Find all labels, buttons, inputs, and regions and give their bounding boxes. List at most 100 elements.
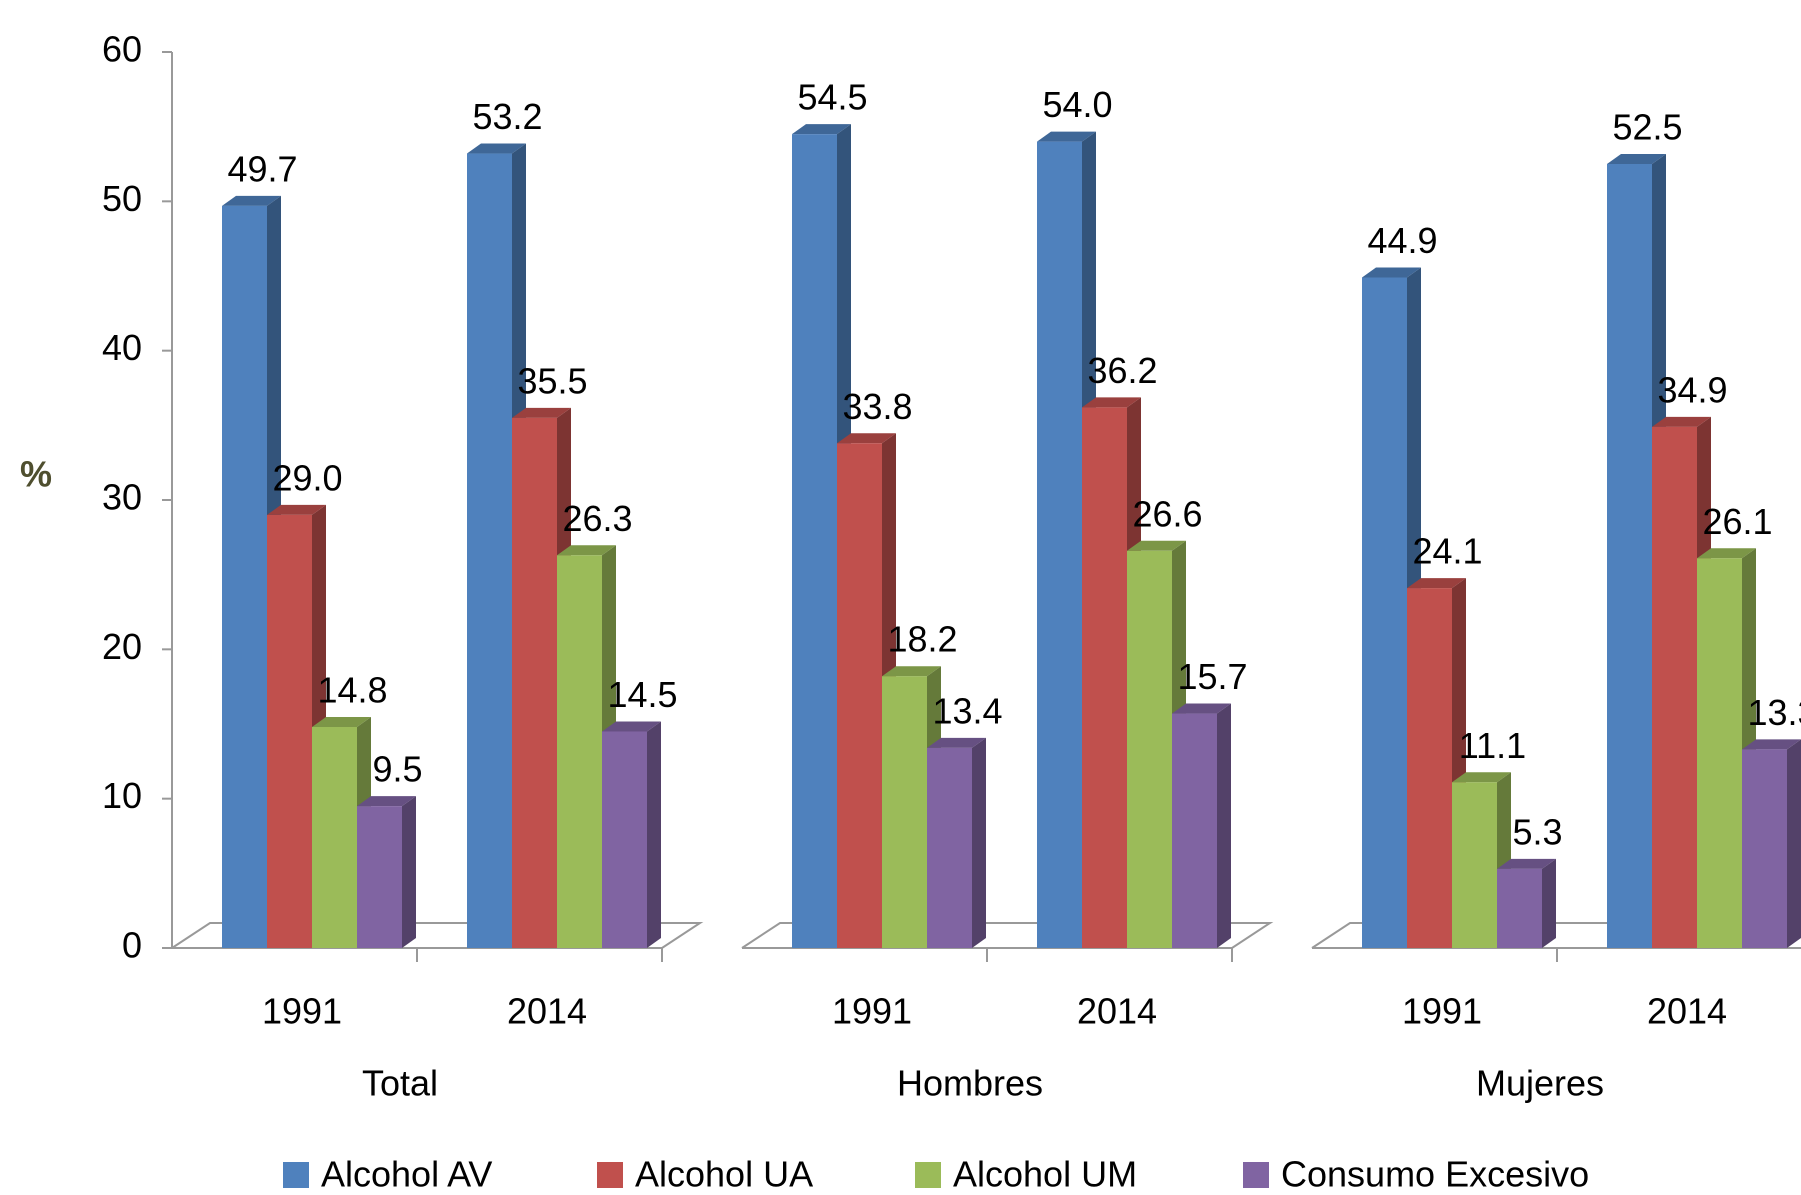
bar-side: [972, 737, 986, 948]
bar: [1497, 868, 1542, 948]
value-label: 29.0: [272, 457, 342, 498]
value-label: 9.5: [372, 749, 422, 790]
value-label: 36.2: [1087, 350, 1157, 391]
y-tick-label: 40: [102, 327, 142, 368]
bar-top: [467, 143, 526, 154]
y-tick-label: 30: [102, 477, 142, 518]
bar: [882, 676, 927, 948]
bar: [1607, 164, 1652, 948]
value-label: 14.5: [607, 674, 677, 715]
value-label: 11.1: [1459, 725, 1526, 766]
value-label: 49.7: [227, 148, 297, 189]
bar-top: [1037, 131, 1096, 142]
bar: [222, 205, 267, 948]
x-tick-label: 1991: [1402, 991, 1482, 1032]
bar: [1742, 749, 1787, 948]
bar-side: [1542, 858, 1556, 948]
bar: [792, 134, 837, 949]
bar-side: [402, 796, 416, 948]
value-label: 14.8: [317, 670, 387, 711]
bar: [312, 726, 357, 948]
legend-label: Alcohol UA: [635, 1154, 813, 1195]
value-label: 53.2: [472, 96, 542, 137]
bar: [602, 731, 647, 948]
legend-label: Alcohol AV: [321, 1154, 492, 1195]
bar-top: [927, 737, 986, 748]
y-tick-label: 60: [102, 29, 142, 70]
y-tick-label: 20: [102, 626, 142, 667]
value-label: 24.1: [1412, 531, 1482, 572]
bar-top: [1652, 416, 1711, 427]
value-label: 13.3: [1747, 692, 1801, 733]
bar: [1652, 426, 1697, 948]
value-label: 18.2: [887, 619, 957, 660]
x-tick-label: 2014: [1647, 991, 1727, 1032]
legend-swatch: [1243, 1162, 1269, 1188]
bar: [1697, 558, 1742, 948]
bar-top: [357, 796, 416, 807]
bar: [467, 153, 512, 949]
bar: [1452, 782, 1497, 948]
bar-top: [1697, 548, 1756, 559]
group-label: Mujeres: [1476, 1063, 1604, 1104]
bar-top: [1127, 540, 1186, 551]
bar-top: [512, 407, 571, 418]
bar-top: [267, 504, 326, 515]
bar: [557, 555, 602, 948]
bar-side: [647, 721, 661, 948]
bar-top: [837, 433, 896, 444]
group-label: Hombres: [897, 1063, 1043, 1104]
bar: [267, 514, 312, 948]
bar: [1407, 588, 1452, 948]
bar-top: [602, 721, 661, 732]
x-tick-label: 2014: [507, 991, 587, 1032]
x-tick-label: 1991: [262, 991, 342, 1032]
bar-top: [1362, 267, 1421, 278]
value-label: 26.3: [562, 498, 632, 539]
value-label: 33.8: [842, 386, 912, 427]
bar-top: [1607, 154, 1666, 164]
bar-top: [1452, 772, 1511, 783]
bar: [1127, 550, 1172, 948]
bar-side: [1217, 703, 1231, 948]
bar-top: [1082, 397, 1141, 408]
value-label: 5.3: [1512, 811, 1562, 852]
bar-top: [882, 666, 941, 677]
bar-top: [222, 195, 281, 206]
value-label: 15.7: [1177, 656, 1247, 697]
bar: [927, 747, 972, 948]
value-label: 26.1: [1702, 501, 1772, 542]
bar-top: [1497, 858, 1556, 869]
y-tick-label: 10: [102, 775, 142, 816]
value-label: 34.9: [1657, 369, 1727, 410]
legend-swatch: [915, 1162, 941, 1188]
value-label: 35.5: [517, 360, 587, 401]
legend-swatch: [597, 1162, 623, 1188]
bar: [837, 443, 882, 948]
bar: [1037, 141, 1082, 949]
value-label: 52.5: [1612, 107, 1682, 148]
bar: [1172, 713, 1217, 948]
bar: [1362, 277, 1407, 948]
value-label: 54.5: [797, 77, 867, 118]
value-label: 13.4: [932, 690, 1002, 731]
bar-top: [557, 545, 616, 556]
bar-top: [1742, 739, 1801, 750]
y-tick-label: 50: [102, 178, 142, 219]
bar: [357, 806, 402, 948]
legend-label: Alcohol UM: [953, 1154, 1137, 1195]
bar-top: [1407, 578, 1466, 589]
bar-top: [1172, 703, 1231, 714]
legend-label: Consumo Excesivo: [1281, 1154, 1589, 1195]
value-label: 26.6: [1132, 493, 1202, 534]
bar-top: [792, 124, 851, 135]
bar: [512, 417, 557, 948]
bar-top: [312, 716, 371, 727]
x-tick-label: 2014: [1077, 991, 1157, 1032]
x-tick-label: 1991: [832, 991, 912, 1032]
bar: [1082, 407, 1127, 948]
group-label: Total: [362, 1063, 438, 1104]
legend-swatch: [283, 1162, 309, 1188]
y-axis-label: %: [20, 454, 52, 495]
